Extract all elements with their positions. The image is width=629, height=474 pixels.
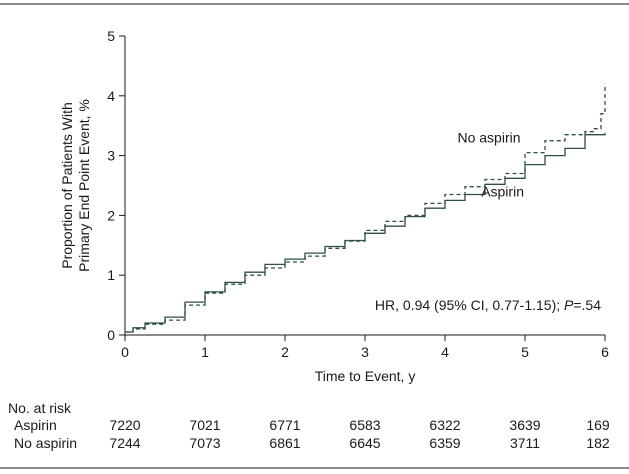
risk-value: 169 xyxy=(586,417,610,433)
series-labels: No aspirin Aspirin HR, 0.94 (95% CI, 0.77-… xyxy=(375,129,601,312)
y-tick-label: 0 xyxy=(107,327,115,343)
x-tick-label: 3 xyxy=(361,344,369,360)
y-axis-label-line: Proportion of Patients With xyxy=(59,102,75,269)
risk-row-label: Aspirin xyxy=(14,417,57,433)
x-tick-label: 5 xyxy=(521,344,529,360)
hr-annotation-p: P xyxy=(564,297,574,313)
hr-annotation: HR, 0.94 (95% CI, 0.77-1.15); P=.54 xyxy=(375,297,601,313)
risk-value: 6583 xyxy=(349,417,381,433)
risk-table-title: No. at risk xyxy=(8,400,72,416)
y-tick-label: 4 xyxy=(107,88,115,104)
risk-value: 7244 xyxy=(109,435,141,451)
hr-annotation-value: =.54 xyxy=(573,297,601,313)
x-tick-label: 1 xyxy=(201,344,209,360)
y-tick-label: 2 xyxy=(107,207,115,223)
risk-value: 6359 xyxy=(429,435,461,451)
risk-value: 7220 xyxy=(109,417,141,433)
y-axis-label-line: Primary End Point Event, % xyxy=(76,99,92,272)
x-tick-label: 0 xyxy=(121,344,129,360)
x-tick-label: 2 xyxy=(281,344,289,360)
risk-value: 3639 xyxy=(509,417,541,433)
risk-value: 6861 xyxy=(269,435,301,451)
risk-value: 3711 xyxy=(509,435,541,451)
x-tick-label: 4 xyxy=(441,344,449,360)
x-tick-label: 6 xyxy=(601,344,609,360)
axes: 0 1 2 3 4 5 0 1 2 3 4 5 6 Time to Event, y Proportion … xyxy=(59,28,609,384)
y-tick-label: 1 xyxy=(107,267,115,283)
risk-value: 6322 xyxy=(429,417,461,433)
risk-value: 6771 xyxy=(269,417,301,433)
risk-value: 7073 xyxy=(189,435,221,451)
risk-value: 7021 xyxy=(189,417,221,433)
risk-value: 6645 xyxy=(349,435,381,451)
series-label: Aspirin xyxy=(481,183,524,199)
series-label: No aspirin xyxy=(457,129,520,145)
risk-row-label: No aspirin xyxy=(14,435,78,451)
x-axis-label: Time to Event, y xyxy=(315,368,416,384)
y-tick-label: 5 xyxy=(107,28,115,44)
series-line-no-aspirin xyxy=(125,83,606,333)
y-tick-label: 3 xyxy=(107,148,115,164)
y-axis-label: Proportion of Patients WithPrimary End P… xyxy=(59,99,92,272)
series-group xyxy=(125,83,606,333)
risk-value: 182 xyxy=(586,435,610,451)
hr-annotation-text: HR, 0.94 (95% CI, 0.77-1.15); xyxy=(375,297,564,313)
